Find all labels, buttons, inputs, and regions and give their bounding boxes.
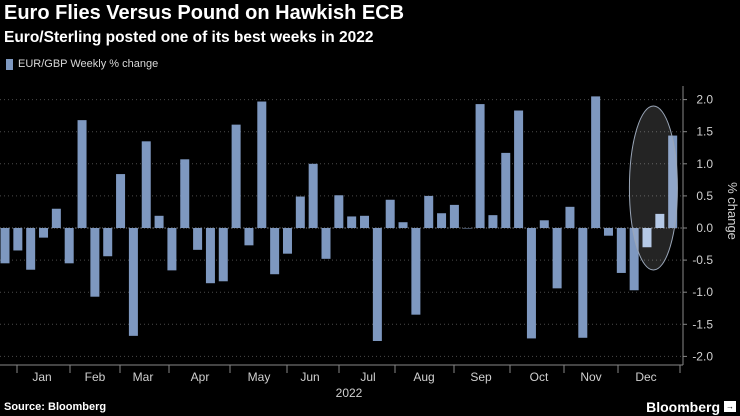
bar [167,228,177,271]
x-tick-label: Nov [580,370,601,384]
bar [347,216,357,228]
bar [514,110,524,228]
bar [77,120,87,228]
x-tick-label: May [248,370,271,384]
bar [128,228,138,336]
bar [655,213,665,228]
bloomberg-arrow-icon: → [724,401,736,412]
bar [539,220,549,228]
bar [385,199,395,228]
bar [39,228,49,238]
x-tick-label: Dec [635,370,656,384]
bar [64,228,74,264]
x-tick-label: Jan [32,370,51,384]
bar [591,96,601,228]
y-tick-label: 0.5 [696,189,713,203]
bar [462,228,472,229]
bar [193,228,203,250]
bar [526,228,536,339]
bar [488,215,498,228]
bar [642,228,652,248]
bar [424,195,434,228]
bar [154,215,164,228]
bar [437,213,447,228]
chart-title: Euro Flies Versus Pound on Hawkish ECB [4,2,405,24]
bar [13,228,23,251]
bar [257,101,267,228]
bar [398,222,408,228]
bar [411,228,421,315]
y-axis-title: % change [725,182,740,240]
bloomberg-logo: Bloomberg [646,399,720,415]
bar [334,195,344,228]
bar [475,104,485,228]
bar [668,135,678,228]
x-axis: Jan Feb Mar Apr May Jun Jul Aug Sep Oct Nov Dec 2022 [0,364,683,400]
y-tick-label: -0.5 [692,253,713,267]
y-tick-label: 1.5 [696,125,713,139]
bar [565,206,575,228]
x-tick-label: Jul [360,370,375,384]
bar [552,228,562,289]
bar [231,124,241,228]
bar [0,228,10,264]
chart-subtitle: Euro/Sterling posted one of its best wee… [4,29,374,46]
annotations [628,105,678,271]
bar [603,228,613,236]
bars [0,96,678,341]
y-tick-label: -2.0 [692,349,713,363]
bar [449,204,459,228]
bar [244,228,254,246]
bar [116,174,126,228]
highlight-ellipse [628,105,678,271]
bar [321,228,331,259]
x-tick-label: Sep [470,370,492,384]
y-tick-label: -1.5 [692,317,713,331]
y-tick-label: 0.0 [696,221,713,235]
x-tick-label: Jun [300,370,319,384]
bar [26,228,36,270]
bar [308,163,318,228]
bar [205,228,215,284]
bar [180,159,190,228]
y-tick-label: 2.0 [696,93,713,107]
bar [270,228,280,275]
y-axis: 2.0 1.5 1.0 0.5 0.0 -0.5 -1.0 -1.5 -2.0 % change [682,86,740,365]
bar [360,215,370,228]
bar [578,228,588,338]
bar [90,228,100,297]
bar [616,228,626,273]
bar [282,228,292,254]
bar [629,228,639,291]
bar [103,228,113,257]
x-tick-label: Mar [133,370,154,384]
legend-swatch [6,58,13,70]
bar [218,228,228,282]
x-tick-label: Oct [530,370,549,384]
x-tick-label: Apr [191,370,210,384]
legend-label: EUR/GBP Weekly % change [18,58,159,70]
bar [295,196,305,228]
y-tick-label: 1.0 [696,157,713,171]
x-axis-title: 2022 [336,386,363,400]
x-tick-label: Feb [85,370,106,384]
bar [501,152,511,228]
y-tick-label: -1.0 [692,285,713,299]
x-tick-label: Aug [413,370,434,384]
bar [141,141,151,228]
legend: EUR/GBP Weekly % change [6,58,158,70]
bar [372,228,382,341]
bar [51,208,61,228]
source-note: Source: Bloomberg [4,401,107,413]
